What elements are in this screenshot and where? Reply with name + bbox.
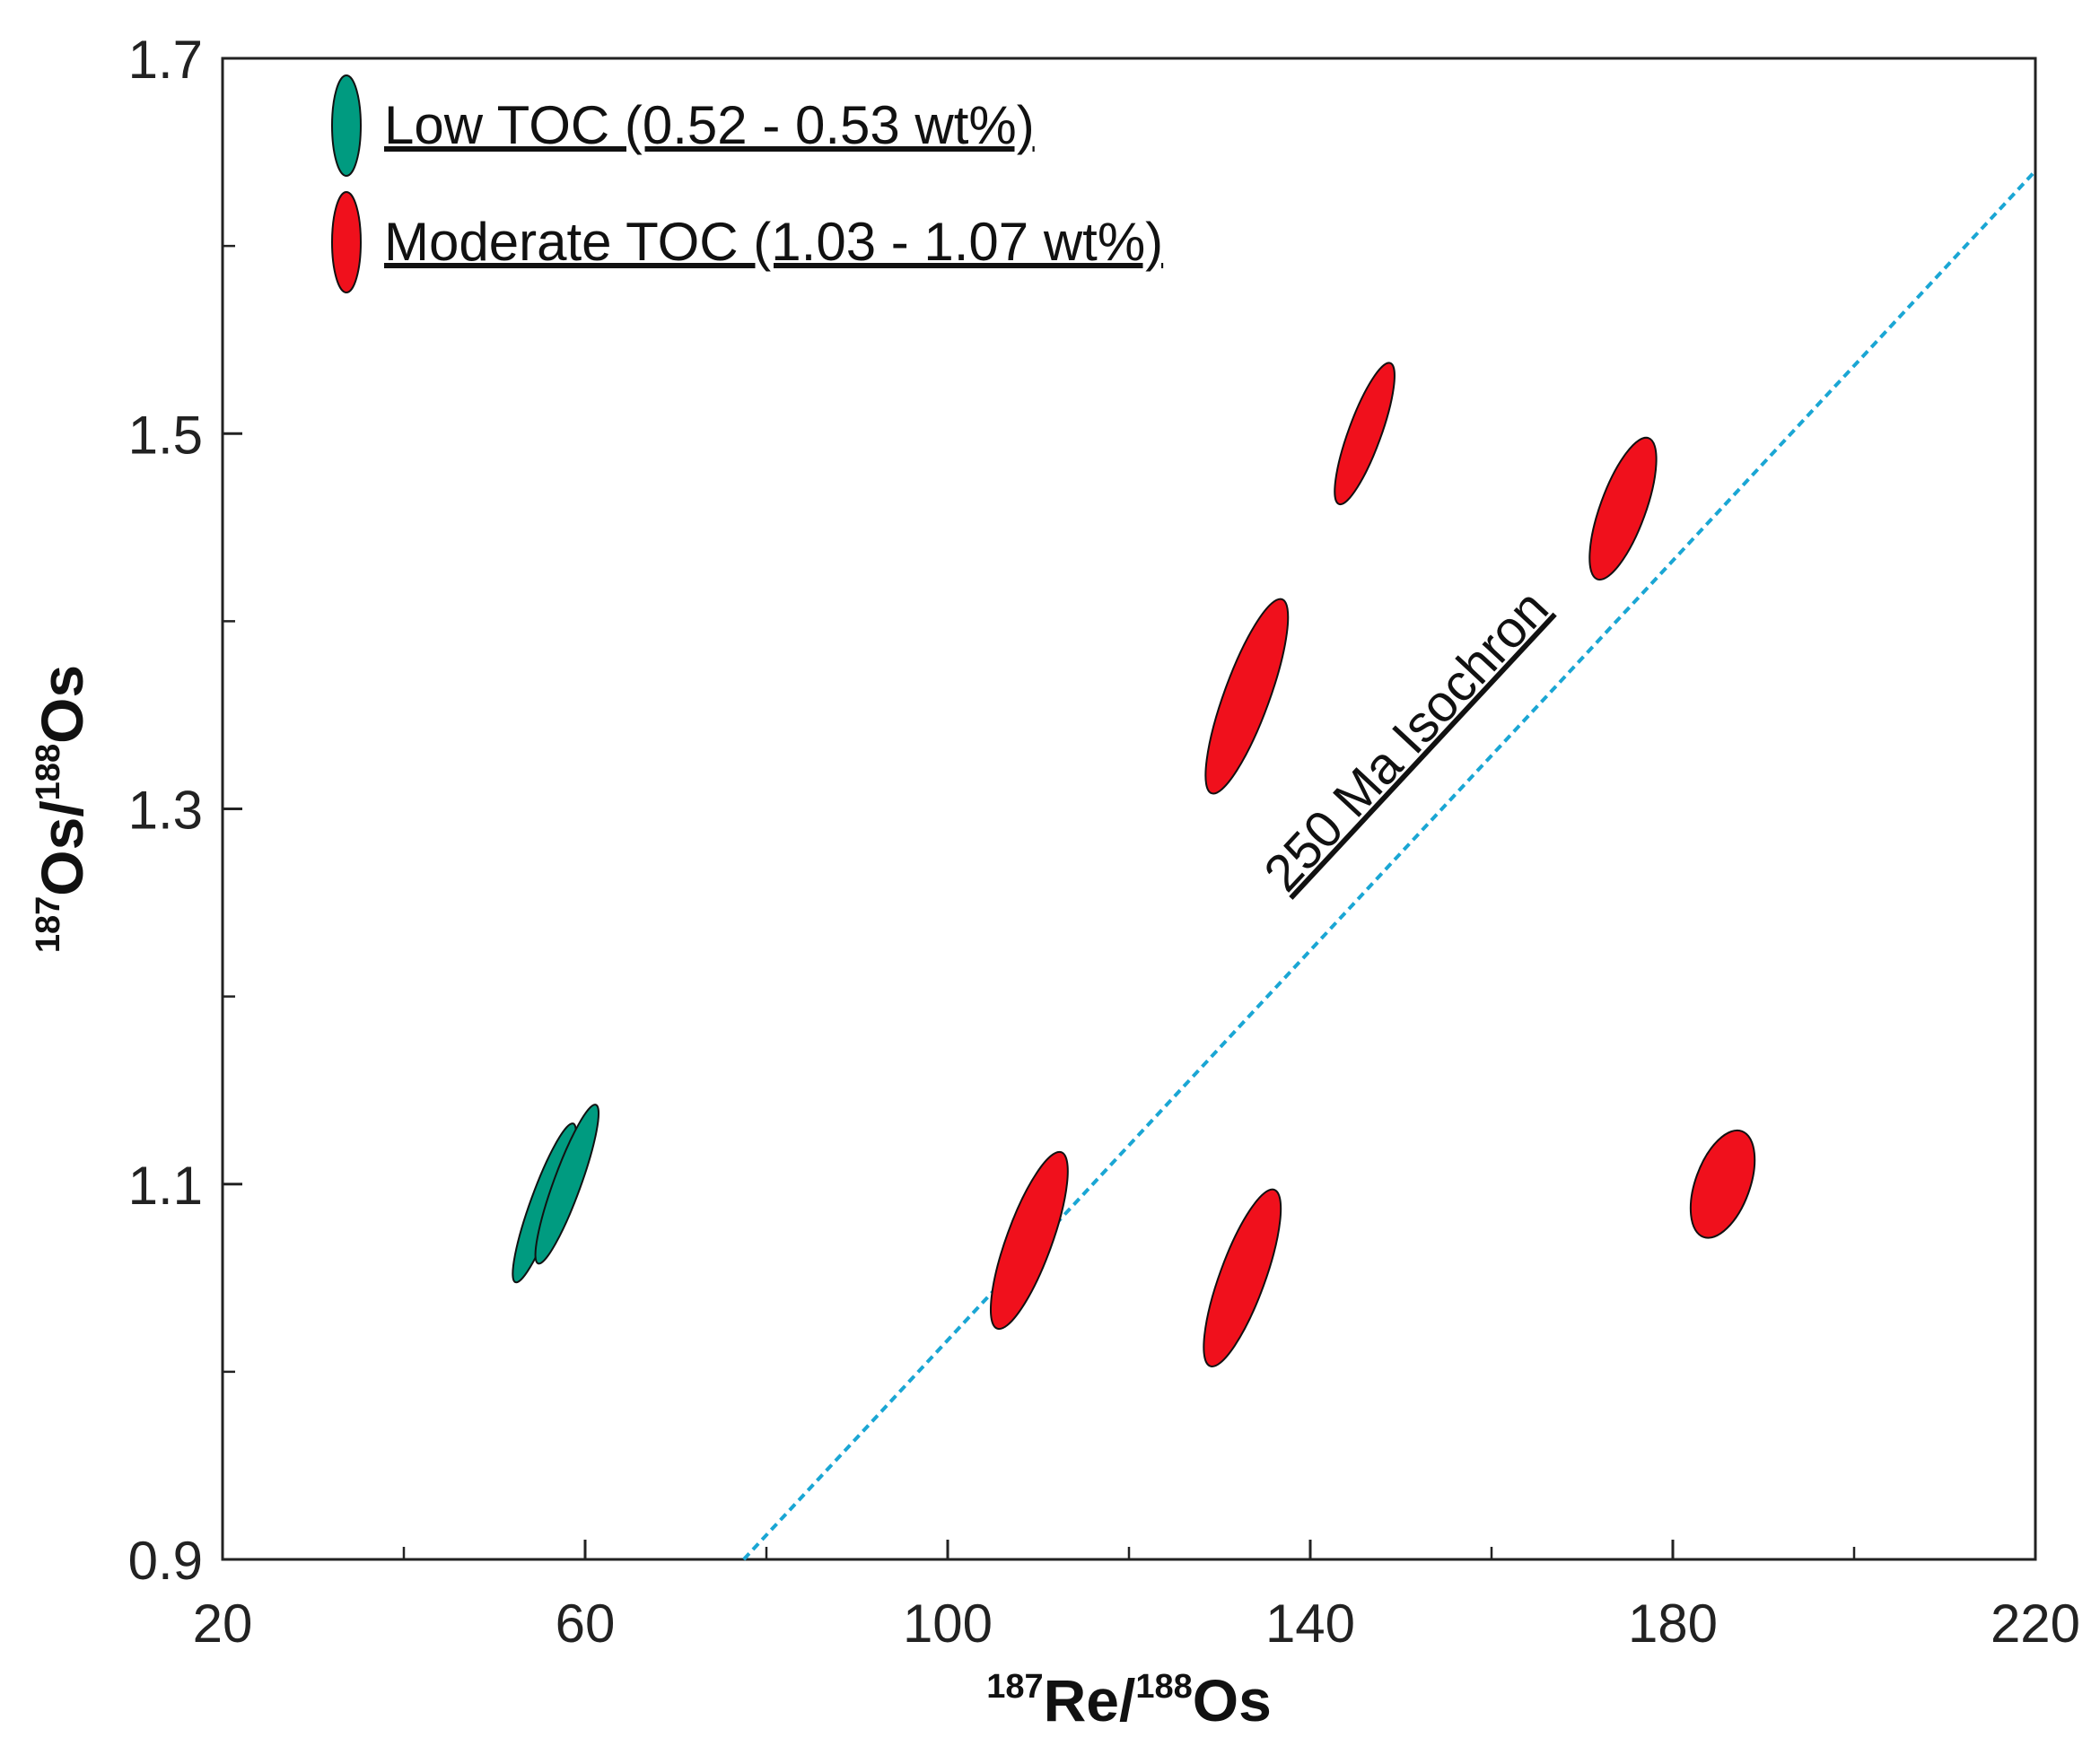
y-axis-label: 187Os/188Os (29, 665, 95, 953)
x-tick-label: 100 (903, 1593, 993, 1654)
x-label-sup2: 188 (1135, 1668, 1192, 1706)
tick-labels: 20 60 100 140 180 220 0.9 1.1 1.3 1.5 1.7 (128, 30, 2080, 1654)
major-ticks (221, 57, 2037, 1561)
legend-marker (331, 74, 362, 177)
y-tick-label: 1.1 (128, 1156, 203, 1216)
x-label-main2: Os (1193, 1667, 1272, 1733)
x-tick-label: 140 (1265, 1593, 1355, 1654)
y-label-sup2: 188 (30, 744, 67, 800)
y-tick-label: 1.7 (128, 30, 203, 90)
x-tick-label: 220 (1991, 1593, 2080, 1654)
minor-ticks (223, 244, 1856, 1559)
low-toc-point (534, 1104, 599, 1265)
x-tick-label: 60 (556, 1593, 616, 1654)
x-tick-label: 20 (193, 1593, 253, 1654)
moderate-toc-point (989, 1150, 1069, 1331)
legend-label: Moderate TOC (1.03 - 1.07 wt%) (384, 212, 1163, 272)
x-label-main1: Re/ (1044, 1667, 1136, 1733)
moderate-toc-point (1203, 1188, 1282, 1367)
isochron-label: 250 Ma Isochron (1253, 579, 1560, 903)
y-label-main2: Os (29, 665, 95, 744)
legend-label: Low TOC (0.52 - 0.53 wt%) (384, 95, 1035, 155)
y-tick-label: 0.9 (128, 1531, 203, 1591)
isochron-line (742, 170, 2037, 1561)
y-label-sup1: 187 (30, 896, 67, 953)
x-label-sup1: 187 (986, 1668, 1043, 1706)
x-axis-label: 187Re/188Os (986, 1667, 1272, 1733)
y-tick-label: 1.3 (128, 781, 203, 841)
plot-frame (221, 57, 2037, 1561)
x-tick-label: 180 (1628, 1593, 1718, 1654)
legend-marker (331, 191, 362, 293)
data-points (512, 362, 1756, 1367)
moderate-toc-point (1334, 362, 1396, 506)
legend: Low TOC (0.52 - 0.53 wt%) Moderate TOC (1… (331, 74, 1163, 293)
y-tick-label: 1.5 (128, 405, 203, 465)
moderate-toc-point (1689, 1129, 1756, 1239)
moderate-toc-point (1204, 598, 1290, 795)
y-label-main1: Os/ (29, 800, 95, 895)
moderate-toc-point (1588, 436, 1658, 581)
